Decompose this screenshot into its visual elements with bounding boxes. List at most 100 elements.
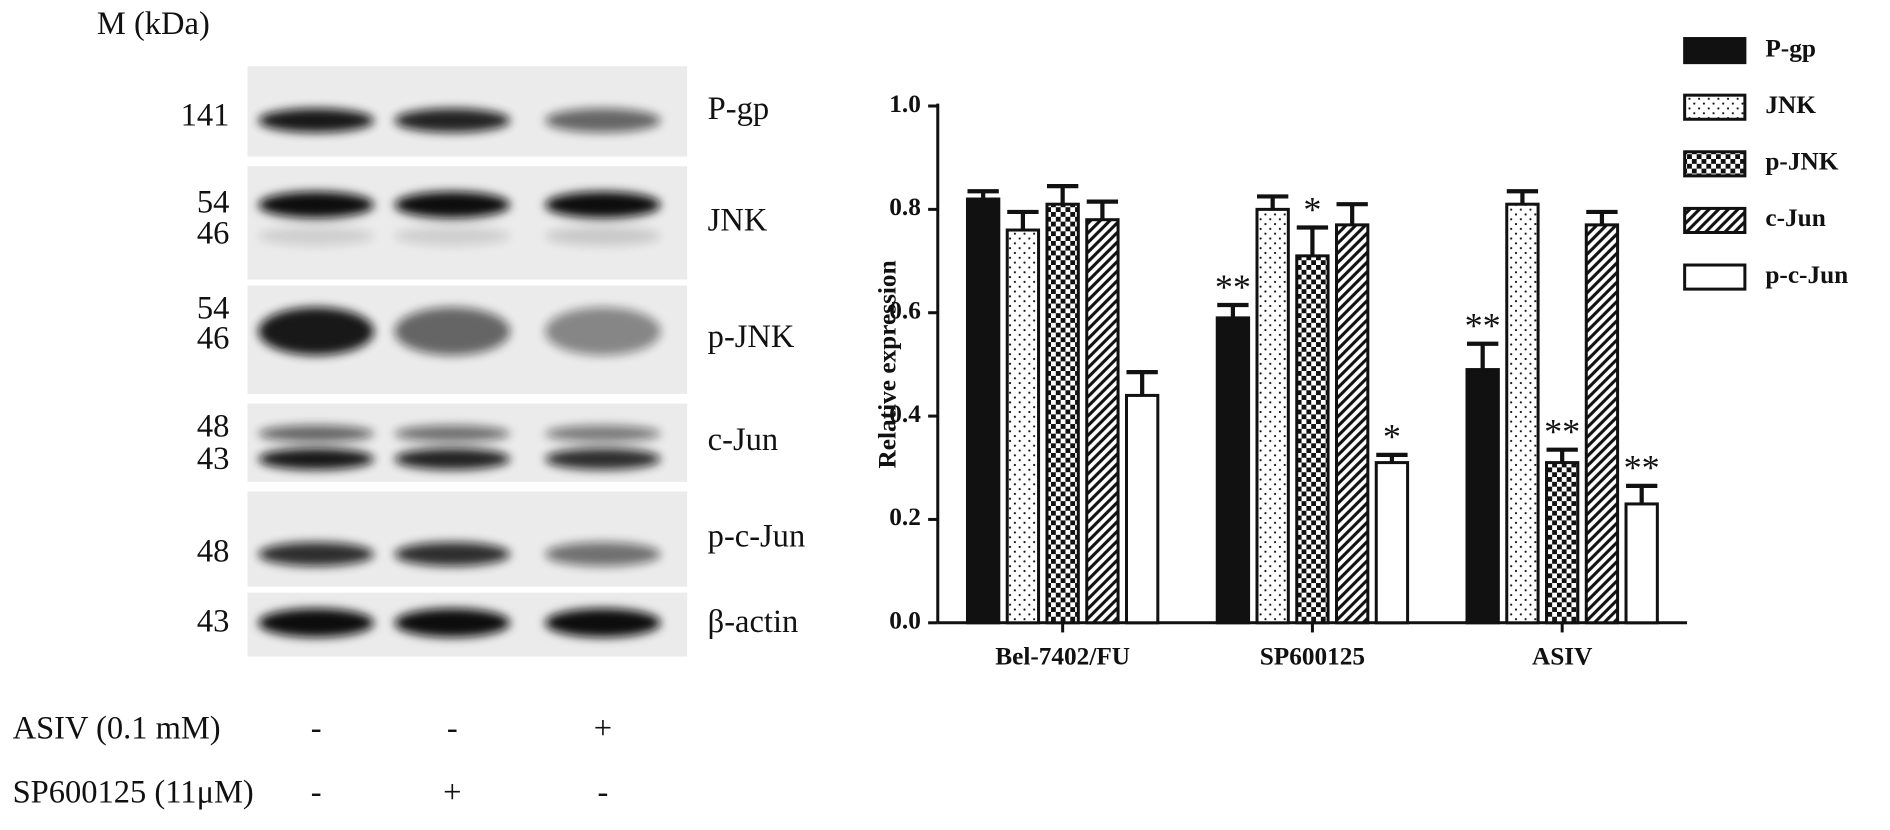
band [545, 108, 661, 133]
bar [1505, 202, 1540, 625]
protein-label: p-JNK [708, 319, 795, 355]
significance-mark: * [1303, 189, 1321, 229]
y-tick-label: 0.2 [889, 503, 921, 531]
y-tick-label: 0.8 [889, 193, 921, 221]
band [394, 542, 511, 567]
band [258, 448, 374, 470]
error-bar [1086, 199, 1119, 220]
marker-size: 46 [197, 320, 230, 356]
condition-sign: + [594, 711, 612, 747]
y-tick-label: 0.6 [889, 297, 921, 325]
bar [1124, 393, 1160, 625]
band [545, 448, 661, 470]
bar [1374, 461, 1410, 625]
band [545, 191, 661, 219]
error-bar [1546, 447, 1578, 463]
marker-size: 141 [181, 98, 230, 134]
band [258, 307, 374, 356]
marker-size: 48 [197, 408, 230, 444]
significance-mark: * [1383, 417, 1401, 457]
bar [1624, 502, 1659, 625]
protein-label: p-c-Jun [708, 519, 806, 555]
marker-header: M (kDa) [97, 6, 210, 42]
band [394, 448, 511, 470]
x-tick-label: SP600125 [1260, 643, 1365, 671]
bar [1085, 218, 1120, 625]
y-tick-label: 0.0 [889, 607, 921, 635]
error-bar [967, 189, 999, 200]
bar [965, 197, 1001, 625]
band [545, 608, 661, 638]
bar [1584, 223, 1620, 625]
blot-panel [247, 403, 688, 482]
bar [1295, 254, 1330, 625]
condition-label: ASIV (0.1 mM) [13, 711, 221, 747]
legend-label: JNK [1765, 91, 1816, 119]
error-bar [1506, 189, 1539, 205]
marker-size: 54 [197, 290, 230, 326]
blot-panel [247, 491, 688, 587]
error-bar [1217, 302, 1249, 318]
x-tick-label: Bel-7402/FU [995, 643, 1130, 671]
band [545, 307, 661, 356]
legend-swatch [1683, 263, 1747, 291]
band [545, 542, 661, 567]
band [394, 191, 511, 219]
marker-size: 46 [197, 216, 230, 252]
condition-sign: + [443, 775, 461, 811]
error-bar [1046, 184, 1079, 205]
y-tick-label: 0.4 [889, 400, 921, 428]
error-bar [1467, 341, 1499, 370]
band [258, 542, 374, 567]
significance-mark: ** [1215, 267, 1251, 307]
condition-sign: - [597, 775, 608, 811]
condition-sign: - [311, 775, 322, 811]
error-bar [1336, 202, 1368, 225]
error-bar [1007, 209, 1039, 231]
protein-label: c-Jun [708, 422, 778, 458]
y-axis-label: Relative expression [873, 260, 901, 468]
bar [1335, 223, 1370, 625]
band [258, 608, 374, 638]
blot-panel [247, 166, 688, 280]
legend-label: p-c-Jun [1765, 261, 1848, 289]
band [394, 425, 511, 443]
x-tick-label: ASIV [1532, 643, 1592, 671]
bar [1465, 368, 1500, 625]
error-bar [1296, 225, 1329, 256]
condition-sign: - [447, 711, 458, 747]
marker-size: 43 [197, 441, 230, 477]
marker-size: 48 [197, 534, 230, 570]
protein-label: β-actin [708, 604, 799, 640]
significance-mark: ** [1465, 306, 1501, 346]
error-bar [1586, 209, 1618, 225]
band [394, 226, 511, 246]
legend-swatch [1683, 150, 1747, 178]
band [258, 226, 374, 246]
condition-sign: - [311, 711, 322, 747]
band [394, 608, 511, 638]
legend-swatch [1683, 93, 1747, 121]
bar [1005, 228, 1041, 625]
marker-size: 54 [197, 184, 230, 220]
band [258, 425, 374, 443]
significance-mark: ** [1544, 412, 1580, 452]
bar [1045, 202, 1080, 625]
bar [1545, 461, 1580, 625]
band [545, 226, 661, 246]
band [258, 108, 374, 133]
bar [1255, 207, 1290, 625]
y-tick-label: 1.0 [889, 90, 921, 118]
legend-swatch [1683, 206, 1747, 235]
error-bar [1626, 483, 1658, 504]
band [394, 307, 511, 356]
error-bar [1257, 194, 1289, 210]
band [394, 108, 511, 133]
bar [1215, 316, 1251, 625]
legend-label: c-Jun [1765, 204, 1825, 232]
bar-chart: 0.0 0.2 0.4 0.6 0.8 1.0 Relative expression Bel… [873, 34, 1848, 670]
error-bar [1126, 370, 1158, 396]
